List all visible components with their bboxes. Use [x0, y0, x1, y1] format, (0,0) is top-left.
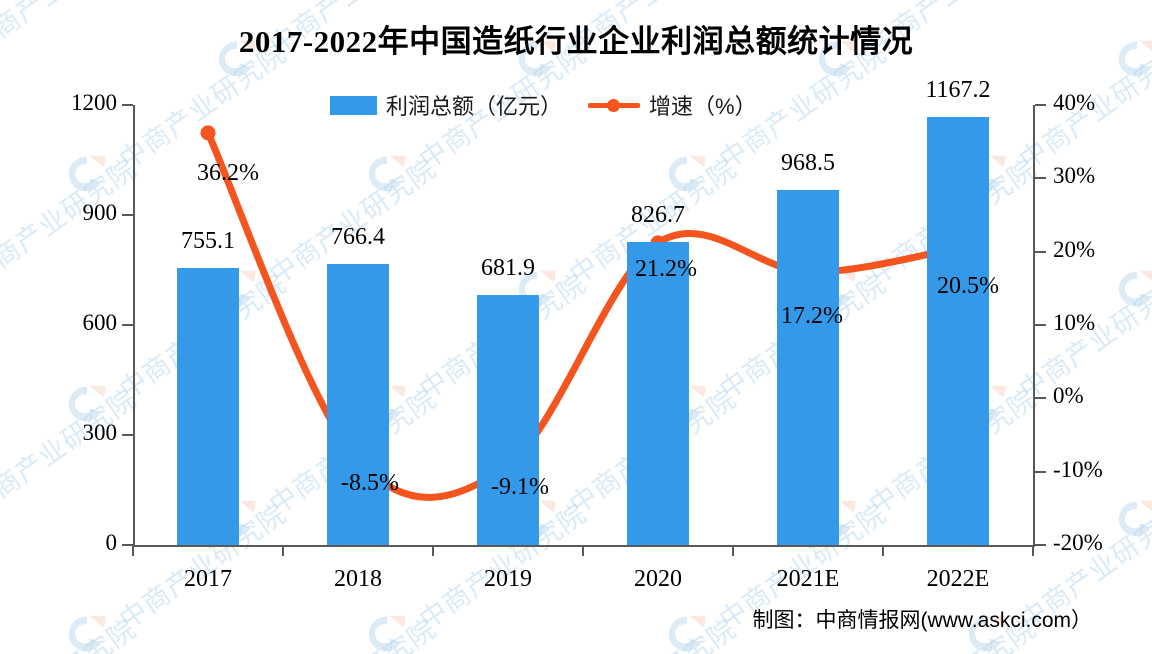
- line-value-label-2018: -8.5%: [341, 469, 399, 496]
- legend-label-growth: 增速（%）: [649, 94, 757, 119]
- legend-item-growth[interactable]: 增速（%）: [588, 89, 757, 121]
- line-value-label-2020: 21.2%: [635, 255, 697, 282]
- line-value-label-2021E: 17.2%: [781, 303, 843, 330]
- bar-value-label-2022E: 1167.2: [925, 77, 991, 104]
- y-axis-left-tick-label: 1200: [71, 90, 117, 115]
- legend-item-profit[interactable]: 利润总额（亿元）: [330, 89, 562, 121]
- y-axis-left: [133, 105, 135, 546]
- bar-value-label-2019: 681.9: [481, 254, 535, 281]
- x-axis-tick: [882, 545, 884, 556]
- y-axis-right-tick-label: 30%: [1053, 163, 1096, 189]
- bar-value-label-2018: 766.4: [331, 223, 385, 250]
- x-axis-tick-label: 2020: [634, 566, 682, 592]
- y-axis-left-tick: [122, 104, 133, 106]
- bar-2022E[interactable]: [927, 117, 989, 545]
- line-value-label-2019: -9.1%: [491, 474, 549, 501]
- y-axis-right-tick: [1035, 177, 1046, 180]
- chart-legend: 利润总额（亿元） 增速（%）: [330, 89, 757, 121]
- y-axis-right-tick: [1035, 397, 1046, 400]
- bar-2020[interactable]: [627, 241, 689, 545]
- page-title: 2017-2022年中国造纸行业企业利润总额统计情况: [238, 24, 914, 59]
- x-axis-tick: [582, 545, 584, 556]
- line-marker-icon: [588, 96, 641, 114]
- x-axis-tick-label: 2017: [184, 566, 232, 592]
- y-axis-left-tick-label: 600: [82, 310, 118, 335]
- watermark-logo-icon: [368, 615, 406, 652]
- y-axis-right-tick: [1035, 470, 1046, 473]
- bar-value-label-2017: 755.1: [181, 228, 235, 255]
- x-axis-tick: [132, 545, 134, 556]
- y-axis-right-tick: [1035, 104, 1046, 106]
- bar-value-label-2020: 826.7: [631, 201, 685, 228]
- line-point-2017[interactable]: [200, 125, 216, 141]
- y-axis-left-tick-label: 900: [82, 200, 118, 225]
- watermark-text: 中商产业研究院: [0, 608, 143, 654]
- y-axis-right-tick: [1035, 250, 1046, 253]
- y-axis-left-tick-label: 0: [105, 530, 118, 555]
- x-axis-tick-label: 2019: [484, 566, 532, 592]
- y-axis-right-tick-label: 40%: [1053, 90, 1096, 115]
- y-axis-right: [1033, 105, 1035, 546]
- x-axis-tick-label: 2022E: [926, 566, 990, 592]
- line-value-label-2022E: 20.5%: [937, 273, 999, 299]
- y-axis-right-tick-label: 20%: [1053, 236, 1096, 262]
- y-axis-right-tick-label: 10%: [1053, 310, 1096, 335]
- y-axis-left-tick: [122, 544, 133, 546]
- y-axis-right-tick-label: -20%: [1053, 530, 1103, 555]
- watermark-text: 中商产业研究院: [560, 608, 743, 654]
- x-axis-tick: [282, 545, 284, 556]
- x-axis-tick-label: 2018: [334, 566, 382, 592]
- footer-credit: 制图：中商情报网(www.askci.com）: [752, 609, 1092, 632]
- watermark-logo-icon: [1118, 270, 1152, 307]
- bar-2021E[interactable]: [777, 189, 839, 545]
- bar-value-label-2021E: 968.5: [781, 149, 835, 176]
- bar-2018[interactable]: [327, 264, 389, 545]
- y-axis-left-tick: [122, 214, 133, 216]
- bar-2017[interactable]: [177, 268, 239, 545]
- x-axis-tick: [1032, 545, 1034, 556]
- y-axis-right-tick: [1035, 324, 1046, 326]
- watermark-logo-icon: [668, 615, 706, 652]
- y-axis-left-tick: [122, 324, 133, 326]
- x-axis-tick: [732, 545, 734, 556]
- x-axis-tick-label: 2021E: [776, 566, 840, 592]
- watermark-logo-icon: [68, 615, 106, 652]
- x-axis-baseline: [133, 545, 1035, 547]
- watermark-text: 中商产业研究院: [260, 608, 443, 654]
- y-axis-left-tick-label: 300: [82, 420, 118, 445]
- legend-label-profit: 利润总额（亿元）: [386, 94, 563, 119]
- x-axis-tick: [432, 545, 434, 556]
- watermark-logo-icon: [68, 155, 106, 192]
- y-axis-left-tick: [122, 434, 133, 436]
- bar-swatch-icon: [330, 95, 377, 115]
- y-axis-right-tick: [1035, 544, 1046, 546]
- bar-2019[interactable]: [477, 294, 539, 545]
- y-axis-right-tick-label: 0%: [1053, 383, 1084, 409]
- line-value-label-2017: 36.2%: [197, 159, 259, 186]
- y-axis-right-tick-label: -10%: [1053, 456, 1103, 482]
- watermark-text: 中商产业研究院: [0, 383, 142, 521]
